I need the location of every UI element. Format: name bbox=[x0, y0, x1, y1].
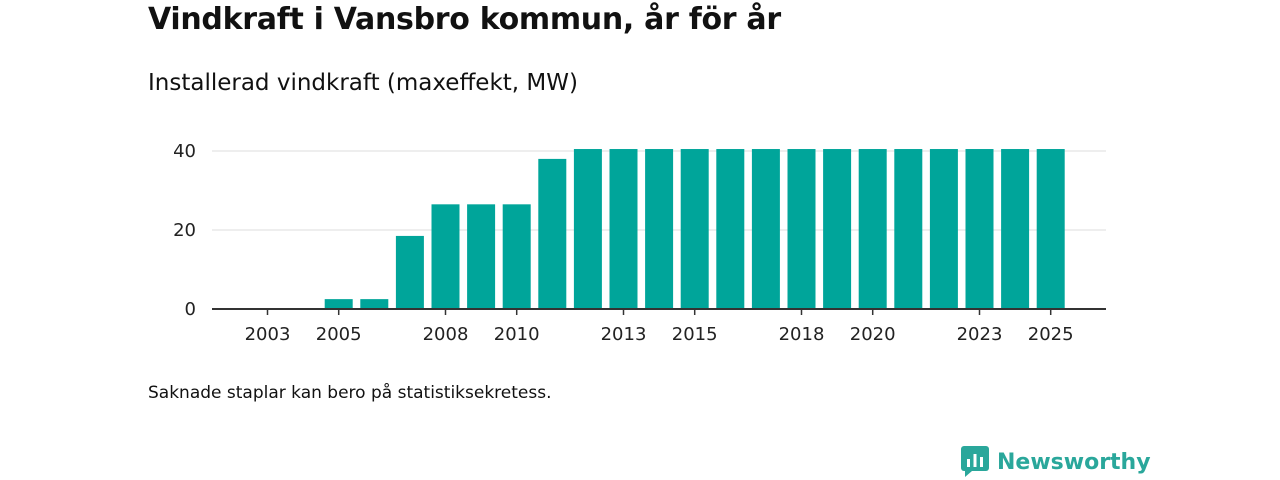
x-tick-label: 2005 bbox=[316, 324, 362, 345]
bar-chart: 0 20 40 2003 2005 2008 2010 2013 2015 2018 2020 202… bbox=[173, 141, 1106, 345]
bar-2010 bbox=[502, 204, 531, 309]
x-tick-label: 2013 bbox=[601, 324, 647, 345]
newsworthy-logo-icon bbox=[961, 446, 989, 477]
bar-2015 bbox=[680, 149, 709, 309]
y-tick-label: 40 bbox=[173, 141, 196, 162]
bar-2023 bbox=[965, 149, 994, 309]
bar-2013 bbox=[609, 149, 638, 309]
y-tick-label: 0 bbox=[185, 299, 196, 320]
brand-logo: Newsworthy bbox=[961, 446, 1151, 478]
brand-name: Newsworthy bbox=[997, 449, 1151, 475]
x-tick-label: 2015 bbox=[672, 324, 718, 345]
bar-2016 bbox=[716, 149, 745, 309]
bar-2012 bbox=[573, 149, 602, 309]
bar-2022 bbox=[929, 149, 958, 309]
bar-2007 bbox=[395, 235, 424, 309]
bar-2005 bbox=[324, 299, 353, 309]
bar-2025 bbox=[1036, 149, 1065, 309]
bar-2021 bbox=[894, 149, 923, 309]
chart-title: Vindkraft i Vansbro kommun, år för år bbox=[148, 2, 781, 37]
bar-2020 bbox=[858, 149, 887, 309]
x-tick-label: 2010 bbox=[494, 324, 540, 345]
x-tick-label: 2025 bbox=[1028, 324, 1074, 345]
x-tick-label: 2008 bbox=[423, 324, 469, 345]
y-tick-label: 20 bbox=[173, 220, 196, 241]
bar-2024 bbox=[1001, 149, 1030, 309]
bar-2006 bbox=[360, 299, 389, 309]
bar-2018 bbox=[787, 149, 816, 309]
bar-2017 bbox=[751, 149, 780, 309]
x-tick-label: 2018 bbox=[779, 324, 825, 345]
x-tick-label: 2020 bbox=[850, 324, 896, 345]
bar-2009 bbox=[467, 204, 496, 309]
bar-2014 bbox=[645, 149, 674, 309]
footnote: Saknade staplar kan bero på statistiksek… bbox=[148, 383, 552, 403]
chart-subtitle: Installerad vindkraft (maxeffekt, MW) bbox=[148, 70, 578, 96]
bar-2008 bbox=[431, 204, 460, 309]
x-tick-label: 2023 bbox=[957, 324, 1003, 345]
x-tick-label: 2003 bbox=[245, 324, 291, 345]
bar-2019 bbox=[823, 149, 852, 309]
bar-2011 bbox=[538, 158, 567, 309]
